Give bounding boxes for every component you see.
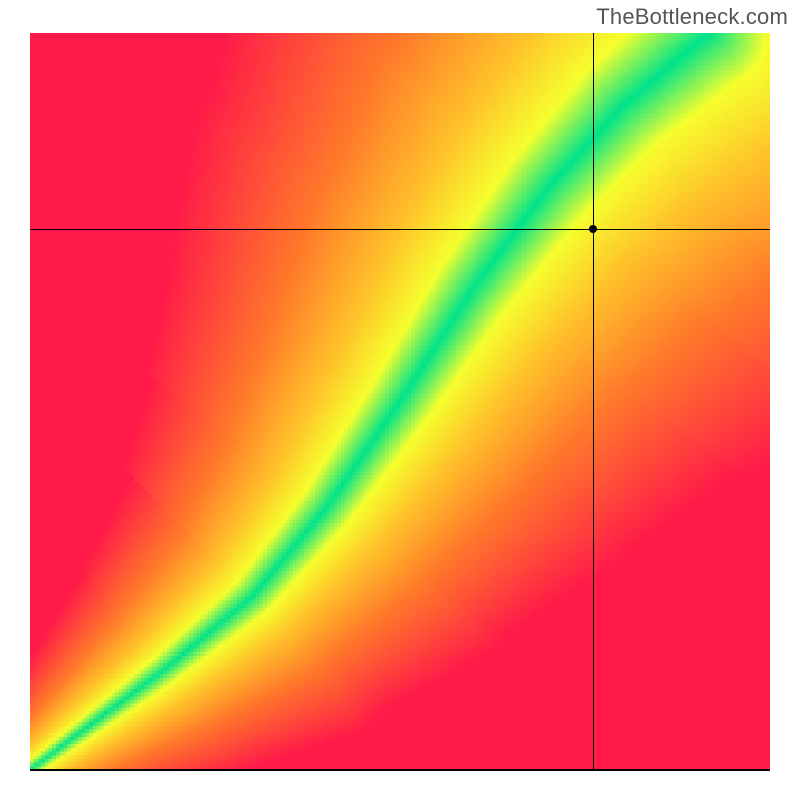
crosshair-vertical-line (593, 33, 594, 770)
crosshair-horizontal-line (30, 229, 770, 230)
bottleneck-heatmap (30, 33, 770, 770)
x-axis-line (30, 769, 770, 771)
chart-container: TheBottleneck.com (0, 0, 800, 800)
crosshair-marker (589, 225, 597, 233)
plot-area (30, 33, 770, 770)
watermark-text: TheBottleneck.com (596, 4, 788, 30)
